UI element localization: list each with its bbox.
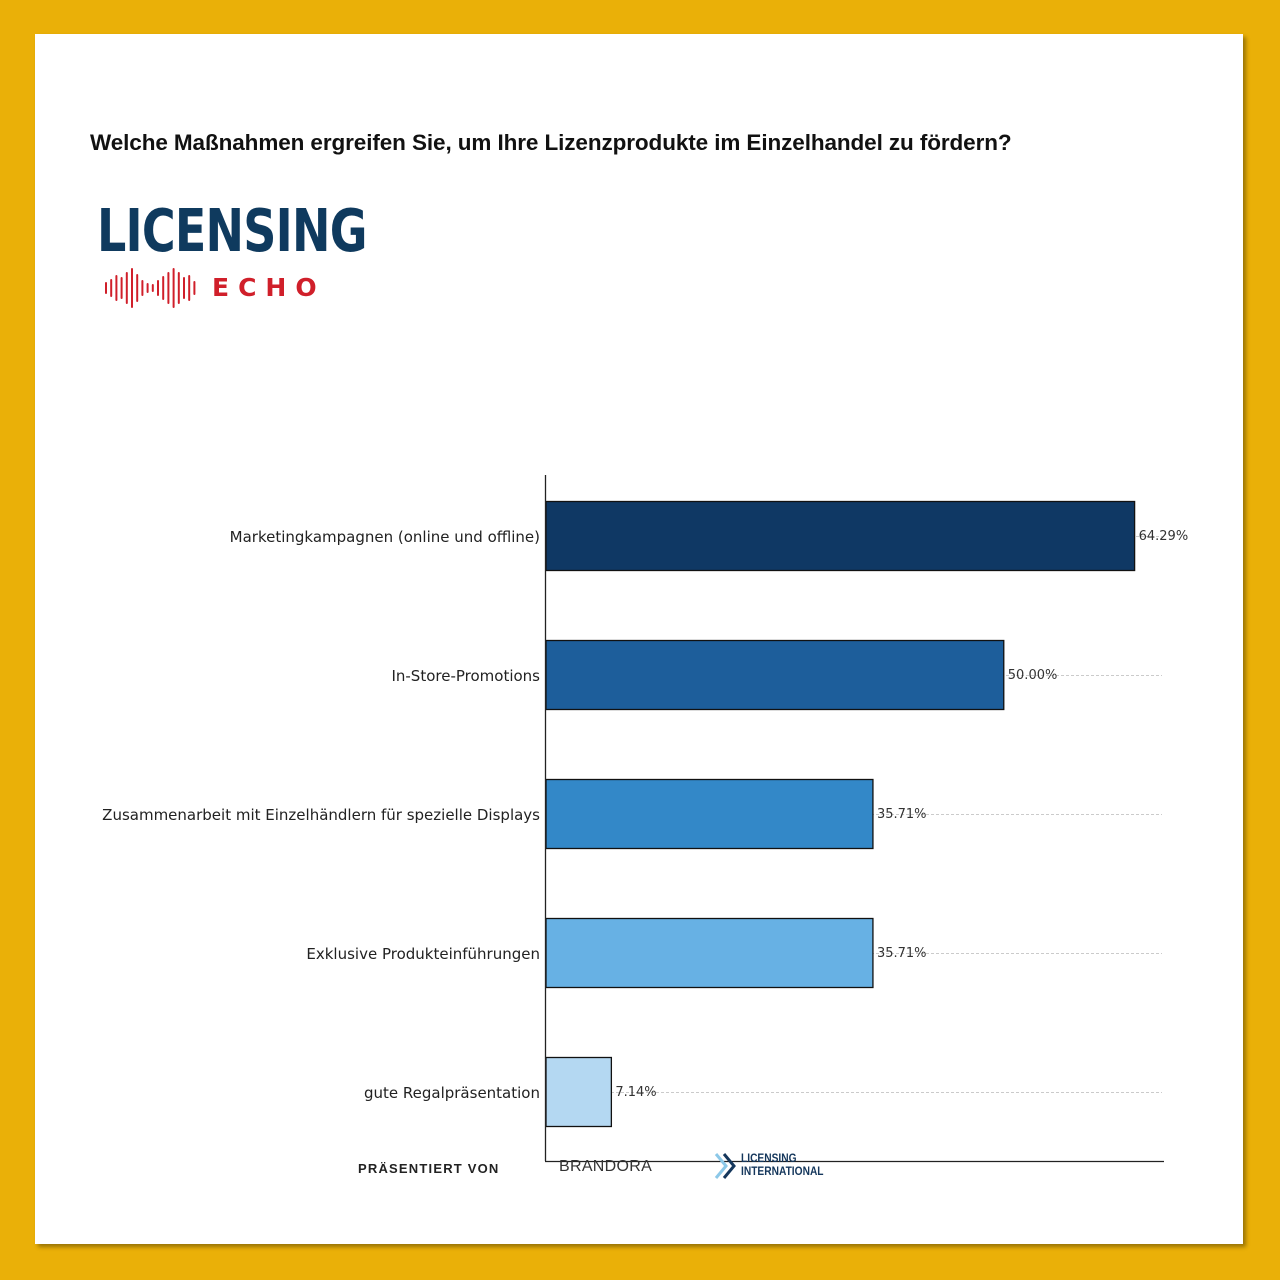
category-labels: Marketingkampagnen (online und offline) I… <box>102 528 540 1102</box>
value-labels: 64.29% 50.00% 35.71% 35.71% 7.14% <box>615 529 1188 1100</box>
bar-4 <box>545 917 874 989</box>
brandora-logo: BRANDORA <box>559 1158 653 1175</box>
bar-5 <box>545 1056 613 1128</box>
value-label: 7.14% <box>615 1085 656 1100</box>
bar-3 <box>545 778 874 850</box>
licensing-international-line2: INTERNATIONAL <box>741 1164 824 1178</box>
category-label: gute Regalpräsentation <box>364 1084 540 1102</box>
category-label: In-Store-Promotions <box>391 667 540 685</box>
bar-2 <box>545 639 1005 711</box>
bars <box>545 500 1136 1128</box>
licensing-international-logo: LICENSING INTERNATIONAL <box>741 1152 824 1178</box>
page-title: Welche Maßnahmen ergreifen Sie, um Ihre … <box>90 130 1012 155</box>
presented-by-label: PRÄSENTIERT VON <box>358 1161 500 1176</box>
value-label: 50.00% <box>1008 668 1058 683</box>
logo-echo: ECHO <box>212 273 326 302</box>
value-label: 35.71% <box>877 807 927 822</box>
logo-licensing: LICENSING <box>97 196 367 265</box>
category-label: Exklusive Produkteinführungen <box>306 945 540 963</box>
licensing-international-icon <box>714 1153 736 1179</box>
category-label: Zusammenarbeit mit Einzelhändlern für sp… <box>102 806 540 824</box>
bar-1 <box>545 500 1136 572</box>
value-label: 35.71% <box>877 946 927 961</box>
soundwave-icon <box>105 268 196 308</box>
value-label: 64.29% <box>1139 529 1189 544</box>
licensing-international-line1: LICENSING <box>741 1151 797 1165</box>
card <box>35 34 1243 1244</box>
category-label: Marketingkampagnen (online und offline) <box>230 528 540 546</box>
